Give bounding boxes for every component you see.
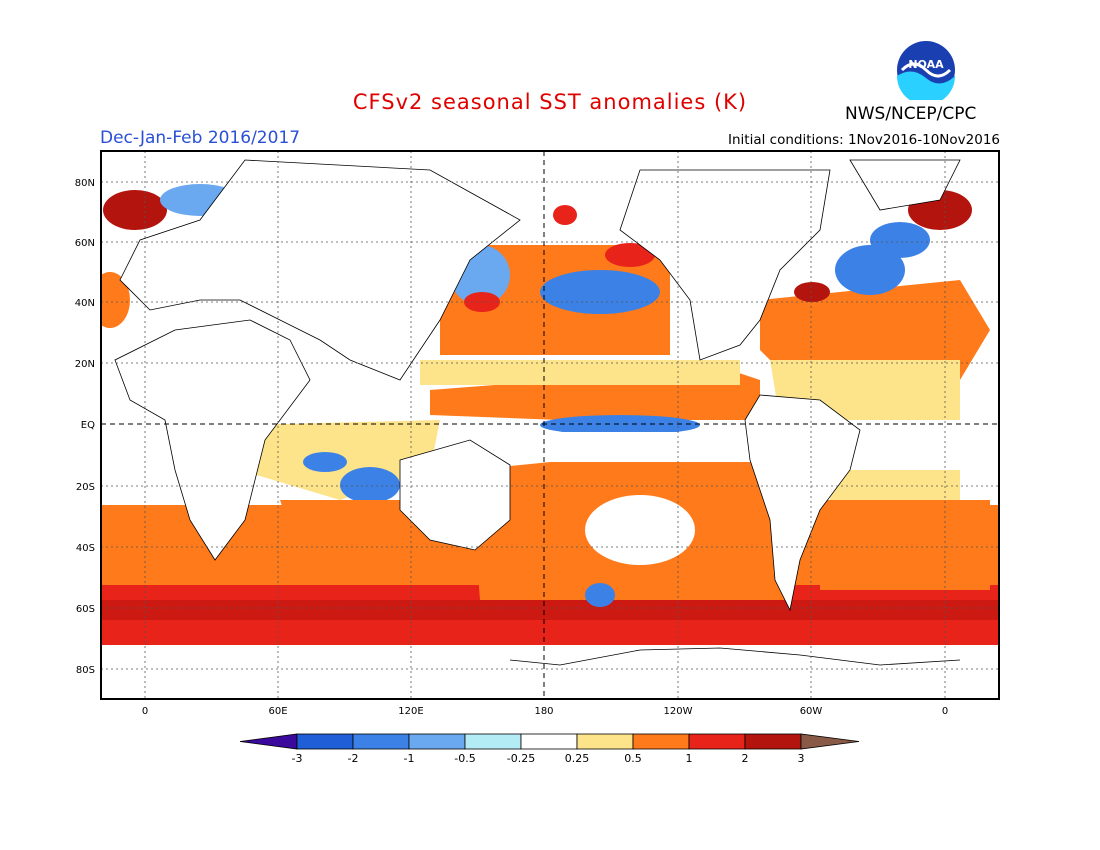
map-frame: [100, 150, 1000, 700]
lon-label: 120W: [664, 706, 693, 717]
map-reference-lines: [101, 151, 999, 699]
lat-label: 40S: [76, 543, 95, 554]
colorbar-segment: [688, 733, 746, 750]
lat-label: 60N: [75, 238, 95, 249]
colorbar-segment: [296, 733, 354, 750]
noaa-logo: NOAA: [896, 40, 956, 105]
agency-label: NWS/NCEP/CPC: [845, 104, 977, 124]
colorbar-tick-label: -3: [292, 752, 303, 765]
colorbar-tick-label: -1: [404, 752, 415, 765]
colorbar-segment: [744, 733, 802, 750]
svg-text:NOAA: NOAA: [908, 58, 944, 71]
lat-label: 80N: [75, 178, 95, 189]
lat-label: 20N: [75, 359, 95, 370]
colorbar-segment: [520, 733, 578, 750]
map-gridlines: [101, 151, 999, 699]
lon-label: 120E: [398, 706, 423, 717]
lon-label: 60W: [800, 706, 823, 717]
lat-label: 40N: [75, 298, 95, 309]
colorbar-tick-label: 3: [798, 752, 805, 765]
colorbar-tick-label: -0.5: [454, 752, 475, 765]
colorbar-low-triangle: [239, 733, 298, 750]
lat-label: 60S: [76, 604, 95, 615]
colorbar-tick-label: 0.5: [624, 752, 642, 765]
colorbar-tick-label: 2: [742, 752, 749, 765]
colorbar-high-triangle: [800, 733, 860, 750]
colorbar-tick-label: 1: [686, 752, 693, 765]
colorbar-segment: [632, 733, 690, 750]
lat-label: 20S: [76, 482, 95, 493]
colorbar-tick-label: -0.25: [507, 752, 535, 765]
colorbar-tick-label: 0.25: [565, 752, 590, 765]
lon-label: 60E: [268, 706, 287, 717]
lon-label: 180: [534, 706, 553, 717]
forecast-period: Dec-Jan-Feb 2016/2017: [100, 128, 301, 148]
colorbar-tick-label: -2: [348, 752, 359, 765]
lon-label: 0: [942, 706, 948, 717]
colorbar-segment: [464, 733, 522, 750]
lat-label: 80S: [76, 665, 95, 676]
chart-title: CFSv2 seasonal SST anomalies (K): [352, 90, 748, 114]
colorbar-segment: [576, 733, 634, 750]
initial-conditions: Initial conditions: 1Nov2016-10Nov2016: [728, 132, 1000, 148]
lon-label: 0: [142, 706, 148, 717]
colorbar: -3 -2 -1 -0.5 -0.25 0.25 0.5 1 2 3: [239, 733, 860, 765]
colorbar-segment: [352, 733, 410, 750]
lat-label: EQ: [81, 420, 95, 431]
anomaly-field: [101, 159, 999, 699]
colorbar-segment: [408, 733, 466, 750]
